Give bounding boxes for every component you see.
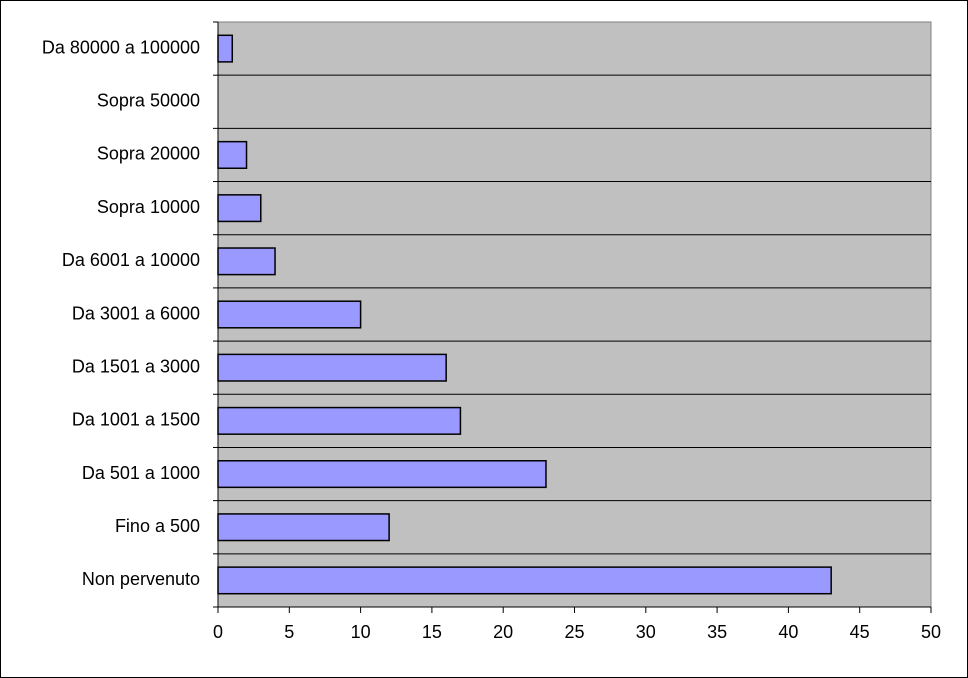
x-tick-label: 40 [778, 622, 798, 642]
y-tick-label: Da 80000 a 100000 [42, 37, 200, 57]
bar [217, 247, 276, 276]
x-tick-label: 0 [213, 622, 223, 642]
x-tick-label: 10 [351, 622, 371, 642]
x-tick-label: 5 [284, 622, 294, 642]
y-tick-label: Da 1001 a 1500 [72, 410, 200, 430]
bar [217, 34, 234, 63]
y-tick-label: Da 1501 a 3000 [72, 356, 200, 376]
bar [217, 300, 362, 329]
x-tick-label: 30 [636, 622, 656, 642]
x-tick-label: 45 [850, 622, 870, 642]
bar [217, 460, 547, 489]
x-tick-label: 50 [921, 622, 941, 642]
y-tick-label: Sopra 20000 [97, 144, 200, 164]
y-tick-label: Da 3001 a 6000 [72, 303, 200, 323]
x-tick-label: 35 [707, 622, 727, 642]
bar [217, 353, 447, 382]
bar [217, 140, 248, 169]
bar [217, 566, 832, 595]
x-tick-label: 20 [493, 622, 513, 642]
x-tick-label: 15 [422, 622, 442, 642]
y-tick-label: Da 501 a 1000 [82, 463, 200, 483]
bar [217, 513, 390, 542]
y-tick-label: Da 6001 a 10000 [62, 250, 200, 270]
y-tick-label: Sopra 10000 [97, 197, 200, 217]
bar [217, 406, 462, 435]
bar [217, 194, 262, 223]
x-tick-label: 25 [564, 622, 584, 642]
y-tick-label: Sopra 50000 [97, 91, 200, 111]
y-tick-label: Non pervenuto [82, 569, 200, 589]
y-tick-label: Fino a 500 [115, 516, 200, 536]
